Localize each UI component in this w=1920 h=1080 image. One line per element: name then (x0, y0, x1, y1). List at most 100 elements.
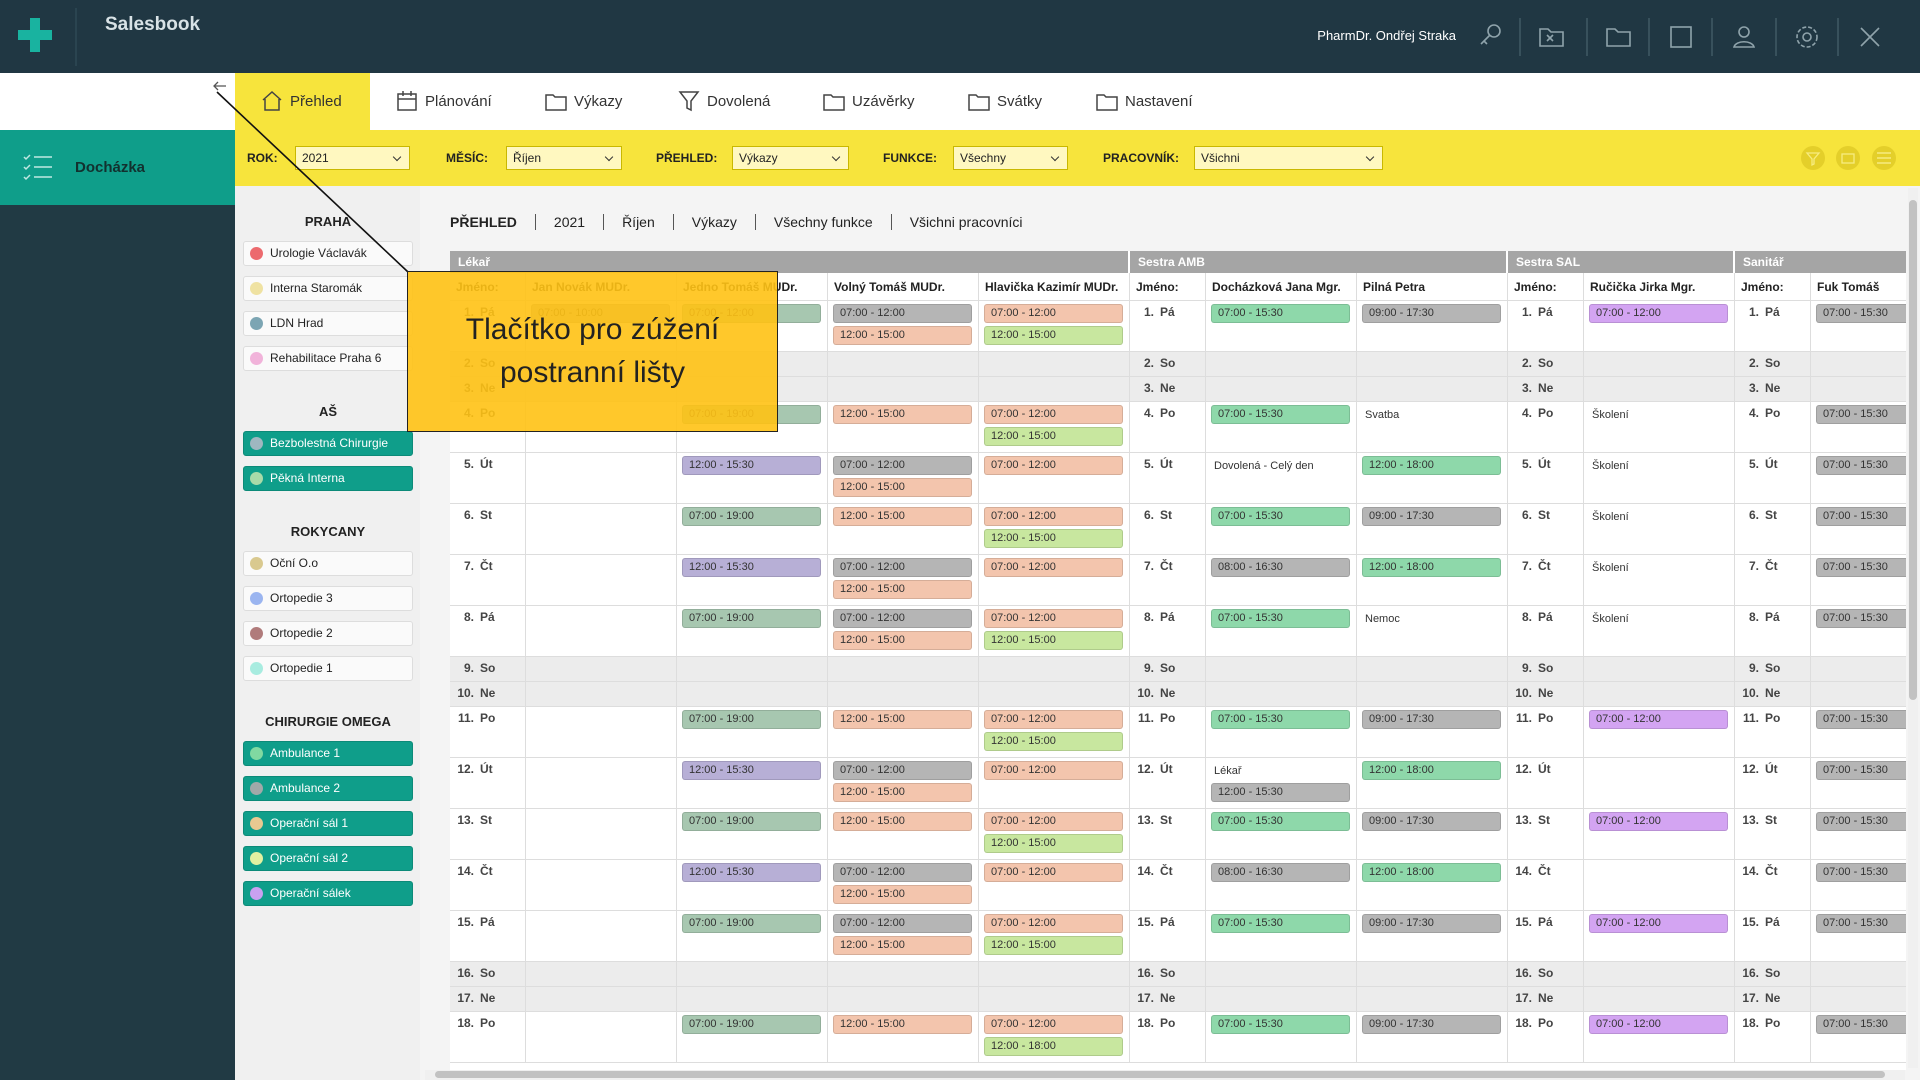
shift-block[interactable]: 07:00 - 12:00 (984, 609, 1123, 628)
schedule-cell[interactable]: 09:00 - 17:30 (1357, 911, 1508, 962)
settings-icon[interactable] (1797, 27, 1817, 47)
schedule-cell[interactable]: 07:00 - 12:0012:00 - 15:00 (979, 911, 1130, 962)
shift-block[interactable]: 07:00 - 12:00 (1589, 1015, 1728, 1034)
folder-icon[interactable] (1540, 29, 1563, 46)
shift-block[interactable]: 12:00 - 18:00 (1362, 863, 1501, 882)
schedule-cell[interactable]: 07:00 - 12:00 (1584, 1012, 1735, 1063)
schedule-cell[interactable]: 07:00 - 15:30 (1811, 606, 1906, 657)
shift-block[interactable]: 09:00 - 17:30 (1362, 1015, 1501, 1034)
schedule-cell[interactable]: Školení (1584, 402, 1735, 453)
schedule-cell[interactable]: 09:00 - 17:30 (1357, 707, 1508, 758)
schedule-cell[interactable]: Lékař12:00 - 15:30 (1206, 758, 1357, 809)
schedule-cell[interactable]: 07:00 - 12:00 (979, 860, 1130, 911)
schedule-cell[interactable]: 07:00 - 19:00 (677, 1012, 828, 1063)
shift-block[interactable]: 07:00 - 19:00 (682, 609, 821, 628)
schedule-cell[interactable] (526, 504, 677, 555)
shift-block[interactable]: 07:00 - 12:00 (984, 456, 1123, 475)
schedule-cell[interactable] (677, 682, 828, 707)
schedule-cell[interactable]: 12:00 - 15:30 (677, 758, 828, 809)
filter-select[interactable]: Říjen (506, 146, 622, 170)
breadcrumb-item[interactable]: PŘEHLED (450, 214, 535, 230)
schedule-cell[interactable]: 12:00 - 15:30 (677, 555, 828, 606)
schedule-cell[interactable]: 12:00 - 15:00 (828, 809, 979, 860)
schedule-cell[interactable]: 07:00 - 12:0012:00 - 15:00 (828, 758, 979, 809)
schedule-cell[interactable] (526, 682, 677, 707)
schedule-cell[interactable]: 07:00 - 15:30 (1811, 707, 1906, 758)
schedule-cell[interactable]: 07:00 - 15:30 (1206, 301, 1357, 352)
filter-select[interactable]: Všichni (1194, 146, 1383, 170)
schedule-cell[interactable]: 07:00 - 15:30 (1811, 453, 1906, 504)
shift-block[interactable]: 07:00 - 12:00 (833, 609, 972, 628)
shift-block[interactable]: 07:00 - 19:00 (682, 812, 821, 831)
schedule-cell[interactable]: 07:00 - 15:30 (1206, 504, 1357, 555)
schedule-cell[interactable]: Dovolená - Celý den (1206, 453, 1357, 504)
shift-block[interactable]: 07:00 - 12:00 (984, 761, 1123, 780)
schedule-cell[interactable]: 07:00 - 15:30 (1811, 301, 1906, 352)
shift-block[interactable]: 09:00 - 17:30 (1362, 507, 1501, 526)
schedule-cell[interactable]: 07:00 - 15:30 (1811, 911, 1906, 962)
department-item[interactable]: Urologie Václavák (243, 241, 413, 266)
schedule-cell[interactable]: Školení (1584, 504, 1735, 555)
print-button[interactable] (1836, 146, 1860, 170)
shift-block[interactable]: 09:00 - 17:30 (1362, 812, 1501, 831)
shift-block[interactable]: 07:00 - 15:30 (1816, 507, 1906, 526)
schedule-cell[interactable] (1584, 682, 1735, 707)
shift-block[interactable]: 07:00 - 12:00 (833, 914, 972, 933)
schedule-cell[interactable] (828, 987, 979, 1012)
schedule-cell[interactable]: 12:00 - 18:00 (1357, 453, 1508, 504)
schedule-cell[interactable] (1584, 377, 1735, 402)
department-item[interactable]: Bezbolestná Chirurgie (243, 431, 413, 456)
shift-block[interactable]: 12:00 - 15:00 (833, 326, 972, 345)
shift-block[interactable]: 12:00 - 15:00 (833, 783, 972, 802)
schedule-cell[interactable]: 07:00 - 12:0012:00 - 15:00 (979, 606, 1130, 657)
shift-block[interactable]: 12:00 - 18:00 (1362, 456, 1501, 475)
schedule-cell[interactable]: 07:00 - 19:00 (677, 504, 828, 555)
filter-select[interactable]: 2021 (295, 146, 410, 170)
folder-icon[interactable] (1607, 29, 1630, 46)
schedule-cell[interactable] (1584, 860, 1735, 911)
department-item[interactable]: Interna Staromák (243, 276, 413, 301)
shift-block[interactable]: 07:00 - 15:30 (1816, 863, 1906, 882)
breadcrumb-item[interactable]: Všichni pracovníci (891, 214, 1041, 230)
schedule-cell[interactable]: 12:00 - 18:00 (1357, 758, 1508, 809)
shift-block[interactable]: 12:00 - 15:00 (984, 936, 1123, 955)
user-icon[interactable] (1734, 27, 1754, 47)
shift-block[interactable]: 12:00 - 15:00 (833, 936, 972, 955)
department-item[interactable]: Ortopedie 2 (243, 621, 413, 646)
schedule-cell[interactable] (828, 962, 979, 987)
breadcrumb-item[interactable]: Všechny funkce (755, 214, 891, 230)
schedule-cell[interactable]: 07:00 - 15:30 (1811, 860, 1906, 911)
schedule-cell[interactable] (1206, 962, 1357, 987)
window-icon[interactable] (1671, 27, 1691, 47)
shift-block[interactable]: 12:00 - 15:00 (984, 732, 1123, 751)
schedule-cell[interactable]: 09:00 - 17:30 (1357, 809, 1508, 860)
scroll-thumb[interactable] (1909, 200, 1917, 700)
schedule-cell[interactable]: 07:00 - 15:30 (1206, 809, 1357, 860)
schedule-cell[interactable] (1584, 657, 1735, 682)
shift-block[interactable]: 12:00 - 15:30 (682, 863, 821, 882)
shift-block[interactable]: 12:00 - 15:00 (833, 478, 972, 497)
shift-block[interactable]: 07:00 - 12:00 (1589, 914, 1728, 933)
schedule-cell[interactable] (1206, 377, 1357, 402)
department-item[interactable]: Oční O.o (243, 551, 413, 576)
schedule-cell[interactable] (979, 377, 1130, 402)
shift-block[interactable]: 12:00 - 15:00 (833, 885, 972, 904)
schedule-cell[interactable] (677, 962, 828, 987)
shift-block[interactable]: 12:00 - 15:00 (833, 812, 972, 831)
schedule-cell[interactable] (526, 758, 677, 809)
schedule-cell[interactable]: 07:00 - 15:30 (1811, 555, 1906, 606)
filter-select[interactable]: Výkazy (732, 146, 849, 170)
shift-block[interactable]: 08:00 - 16:30 (1211, 863, 1350, 882)
schedule-cell[interactable] (1357, 657, 1508, 682)
shift-block[interactable]: 07:00 - 12:00 (984, 710, 1123, 729)
schedule-cell[interactable] (1357, 352, 1508, 377)
schedule-cell[interactable]: 07:00 - 12:0012:00 - 15:00 (979, 301, 1130, 352)
schedule-cell[interactable]: 09:00 - 17:30 (1357, 504, 1508, 555)
shift-block[interactable]: 07:00 - 15:30 (1816, 609, 1906, 628)
shift-block[interactable]: 12:00 - 15:00 (984, 427, 1123, 446)
department-item[interactable]: Operační sál 1 (243, 811, 413, 836)
shift-block[interactable]: 12:00 - 15:30 (1211, 783, 1350, 802)
schedule-cell[interactable]: 07:00 - 15:30 (1811, 504, 1906, 555)
shift-block[interactable]: 07:00 - 12:00 (1589, 304, 1728, 323)
shift-block[interactable]: 07:00 - 15:30 (1211, 1015, 1350, 1034)
